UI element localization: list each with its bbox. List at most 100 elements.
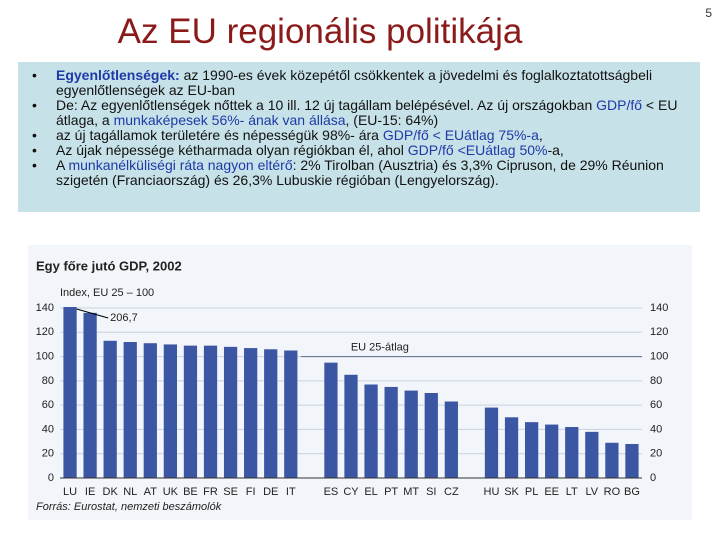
bullet: A munkanélküliségi ráta nagyon eltérő: 2… [32,157,690,188]
bullet-text: munkanélküliségi ráta nagyon eltérő [68,157,293,173]
bar [565,427,579,478]
y-tick-label: 120 [36,326,54,338]
bar [264,349,278,478]
bullet-list: Egyenlőtlenségek: az 1990-es évek közepé… [28,68,690,188]
bullet: Egyenlőtlenségek: az 1990-es évek közepé… [32,67,690,98]
bar [83,312,97,478]
x-tick-label: PT [384,486,398,498]
source: Forrás: Eurostat, nemzeti beszámolók [36,501,222,513]
x-tick-label: SE [223,486,238,498]
y-tick-label: 20 [42,448,54,460]
chart-panel [28,245,692,520]
annotation-arrow [76,308,109,319]
bullet-text: az új tagállamok területére és népességü… [56,127,383,143]
y2-tick-label: 80 [650,375,662,387]
bar [103,340,117,478]
bar [384,386,398,478]
plot: 0 20 40 60 80 100 120 140 0 20 40 60 80 100 120 140 LU 20… [36,302,669,498]
bar [183,345,198,478]
x-tick-label: DE [263,486,278,498]
bullet: Az újak népessége kétharmada olyan régió… [32,142,690,159]
x-tick-label: MT [403,486,419,498]
x-tick-label: CZ [444,486,459,498]
bars [63,307,639,478]
x-tick-label: EL [364,486,377,498]
bar [605,442,619,478]
y2-tick-label: 140 [650,302,668,314]
x-tick-label: AT [144,486,158,498]
value-label: 206,7 [110,312,138,324]
bar [484,407,499,478]
bullet-text: A [56,157,69,173]
x-tick-label: NL [123,486,137,498]
bar [123,342,137,478]
bullet-text: GDP/fő [596,97,643,113]
bar [404,390,418,478]
text-box: Egyenlőtlenségek: az 1990-es évek közepé… [18,62,700,212]
bar [284,350,298,478]
y2-tick-label: 0 [650,472,656,484]
chart: Egy főre jutó GDP, 2002 Index, EU 25 – 1… [28,245,692,520]
bar [545,424,559,478]
bar [504,417,519,478]
y-tick-label: 0 [48,472,54,484]
reference-label: EU 25-átlag [351,341,409,353]
bullet-text: < EU átlaga, a [56,97,678,128]
slide-title: Az EU regionális politikája [117,12,523,51]
bar [163,344,178,478]
bullet-text: De: Az egyenlőtlenségek nőttek a 10 ill.… [56,97,597,113]
x-tick-label: LV [586,486,599,498]
x-tick-label: LT [566,486,578,498]
x-tick-label: CY [343,486,359,498]
bullet-text: Egyenlőtlenségek: [56,67,180,83]
bullet: az új tagállamok területére és népességü… [32,127,690,144]
bar [143,343,157,478]
x-tick-label: PL [525,486,538,498]
bar [203,345,218,478]
y2-tick-label: 20 [650,448,662,460]
bar [524,422,539,478]
bullet-text: Az újak népessége kétharmada olyan régió… [56,142,408,158]
y-tick-label: 80 [42,375,54,387]
bullet-text: GDP/fő < EUátlag 75%-a [382,127,539,143]
bar [223,346,238,478]
x-tick-label: BE [183,486,198,498]
x-tick-label: SI [426,486,436,498]
bullet: De: Az egyenlőtlenségek nőttek a 10 ill.… [32,97,690,128]
x-tick-label: HU [484,486,500,498]
bar [364,384,378,478]
x-tick-label: FR [203,486,218,498]
y2-tick-label: 100 [650,350,668,362]
bar [625,444,639,478]
x-tick-label: FI [246,486,256,498]
y2-tick-label: 120 [650,326,668,338]
bar [424,393,438,478]
x-tick-label: EE [544,486,559,498]
bullet-text: GDP/fő <EUátlag 50% [407,142,548,158]
bar [324,362,338,478]
y2-tick-label: 60 [650,399,662,411]
bar [585,431,599,478]
x-tick-label: IT [286,486,296,498]
bar [244,348,258,478]
chart-subtitle: Index, EU 25 – 100 [60,287,154,299]
bar [444,401,458,478]
x-tick-label: UK [163,486,179,498]
bullet-text: -a, [547,142,564,158]
bullet-text: munkaképesek 56%- ának van állása [113,112,346,128]
x-tick-label: RO [604,486,621,498]
bullet-text: , (EU-15: 64%) [345,112,439,128]
chart-title: Egy főre jutó GDP, 2002 [36,258,182,273]
bullet-text: : 2% Tirolban (Ausztria) és 3,3% Cipruso… [56,157,664,188]
x-tick-label: BG [624,486,640,498]
x-tick-label: DK [103,486,119,498]
x-tick-label: IE [85,486,95,498]
y-tick-label: 60 [42,399,54,411]
bullet-text: az 1990-es évek közepétől csökkentek a j… [56,67,653,98]
x-tick-label: SK [504,486,519,498]
x-tick-label: LU [63,486,77,498]
y-tick-label: 100 [36,350,54,362]
bar [63,307,77,478]
x-tick-label: ES [324,486,339,498]
